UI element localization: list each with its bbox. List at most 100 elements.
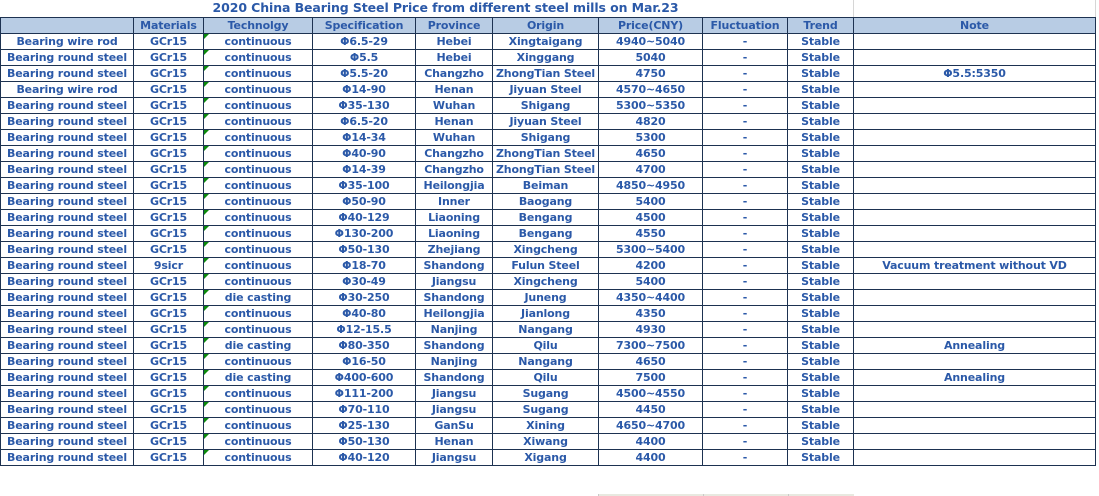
cell-fluctuation[interactable]: - <box>702 417 788 434</box>
cell-row-label[interactable]: Bearing round steel <box>0 65 134 82</box>
cell-technology[interactable]: continuous <box>203 161 313 178</box>
cell-specification[interactable]: Φ5.5-20 <box>312 65 416 82</box>
cell-row-label[interactable]: Bearing round steel <box>0 161 134 178</box>
cell-row-label[interactable]: Bearing round steel <box>0 305 134 322</box>
cell-origin[interactable]: Xining <box>492 417 599 434</box>
cell-price[interactable]: 4570~4650 <box>598 81 703 98</box>
cell-fluctuation[interactable]: - <box>702 177 788 194</box>
cell-row-label[interactable]: Bearing round steel <box>0 257 134 274</box>
cell-note[interactable] <box>853 321 1096 338</box>
cell-origin[interactable]: Xingcheng <box>492 241 599 258</box>
cell-specification[interactable]: Φ130-200 <box>312 225 416 242</box>
cell-technology[interactable]: continuous <box>203 97 313 114</box>
cell-specification[interactable]: Φ30-49 <box>312 273 416 290</box>
cell-note[interactable] <box>853 193 1096 210</box>
cell-technology[interactable]: continuous <box>203 305 313 322</box>
cell-materials[interactable]: GCr15 <box>133 241 204 258</box>
cell-technology[interactable]: continuous <box>203 81 313 98</box>
cell-technology[interactable]: continuous <box>203 145 313 162</box>
cell-row-label[interactable]: Bearing round steel <box>0 369 134 386</box>
cell-price[interactable]: 4400 <box>598 433 703 450</box>
cell-materials[interactable]: GCr15 <box>133 369 204 386</box>
cell-price[interactable]: 4550 <box>598 225 703 242</box>
cell-trend[interactable]: Stable <box>787 81 854 98</box>
cell-origin[interactable]: Baogang <box>492 193 599 210</box>
cell-technology[interactable]: continuous <box>203 257 313 274</box>
cell-materials[interactable]: GCr15 <box>133 177 204 194</box>
cell-fluctuation[interactable]: - <box>702 129 788 146</box>
cell-technology[interactable]: die casting <box>203 369 313 386</box>
cell-price[interactable]: 7300~7500 <box>598 337 703 354</box>
cell-origin[interactable]: Shigang <box>492 97 599 114</box>
cell-technology[interactable]: continuous <box>203 209 313 226</box>
cell-row-label[interactable]: Bearing round steel <box>0 241 134 258</box>
cell-origin[interactable]: Jiyuan Steel <box>492 81 599 98</box>
cell-province[interactable]: Shandong <box>415 369 493 386</box>
cell-fluctuation[interactable]: - <box>702 81 788 98</box>
cell-fluctuation[interactable]: - <box>702 65 788 82</box>
cell-technology[interactable]: continuous <box>203 449 313 466</box>
cell-note[interactable] <box>853 305 1096 322</box>
cell-materials[interactable]: GCr15 <box>133 289 204 306</box>
cell-price[interactable]: 5300~5350 <box>598 97 703 114</box>
cell-fluctuation[interactable]: - <box>702 369 788 386</box>
cell-origin[interactable]: ZhongTian Steel <box>492 161 599 178</box>
cell-note[interactable] <box>853 177 1096 194</box>
cell-price[interactable]: 4930 <box>598 321 703 338</box>
cell-materials[interactable]: GCr15 <box>133 209 204 226</box>
cell-note[interactable] <box>853 145 1096 162</box>
cell-trend[interactable]: Stable <box>787 273 854 290</box>
cell-row-label[interactable]: Bearing round steel <box>0 417 134 434</box>
cell-fluctuation[interactable]: - <box>702 193 788 210</box>
cell-province[interactable]: Nanjing <box>415 353 493 370</box>
cell-province[interactable]: GanSu <box>415 417 493 434</box>
cell-price[interactable]: 4200 <box>598 257 703 274</box>
cell-note[interactable] <box>853 33 1096 50</box>
cell-row-label[interactable]: Bearing round steel <box>0 353 134 370</box>
cell-fluctuation[interactable]: - <box>702 49 788 66</box>
cell-technology[interactable]: die casting <box>203 289 313 306</box>
cell-materials[interactable]: GCr15 <box>133 225 204 242</box>
cell-note[interactable] <box>853 209 1096 226</box>
cell-province[interactable]: Liaoning <box>415 209 493 226</box>
cell-specification[interactable]: Φ6.5-20 <box>312 113 416 130</box>
cell-materials[interactable]: GCr15 <box>133 81 204 98</box>
cell-origin[interactable]: Jianlong <box>492 305 599 322</box>
cell-note[interactable] <box>853 449 1096 466</box>
cell-specification[interactable]: Φ16-50 <box>312 353 416 370</box>
cell-specification[interactable]: Φ12-15.5 <box>312 321 416 338</box>
cell-price[interactable]: 4700 <box>598 161 703 178</box>
cell-note[interactable] <box>853 433 1096 450</box>
cell-specification[interactable]: Φ40-129 <box>312 209 416 226</box>
cell-note[interactable] <box>853 97 1096 114</box>
cell-row-label[interactable]: Bearing round steel <box>0 337 134 354</box>
cell-fluctuation[interactable]: - <box>702 209 788 226</box>
cell-trend[interactable]: Stable <box>787 129 854 146</box>
cell-price[interactable]: 4400 <box>598 449 703 466</box>
cell-specification[interactable]: Φ5.5 <box>312 49 416 66</box>
cell-origin[interactable]: Xiwang <box>492 433 599 450</box>
cell-technology[interactable]: continuous <box>203 273 313 290</box>
cell-note[interactable] <box>853 289 1096 306</box>
cell-trend[interactable]: Stable <box>787 257 854 274</box>
cell-row-label[interactable]: Bearing round steel <box>0 273 134 290</box>
cell-origin[interactable]: Xinggang <box>492 49 599 66</box>
cell-origin[interactable]: Xingcheng <box>492 273 599 290</box>
cell-trend[interactable]: Stable <box>787 33 854 50</box>
cell-materials[interactable]: GCr15 <box>133 97 204 114</box>
cell-materials[interactable]: GCr15 <box>133 129 204 146</box>
cell-note[interactable] <box>853 129 1096 146</box>
cell-origin[interactable]: Xigang <box>492 449 599 466</box>
cell-trend[interactable]: Stable <box>787 209 854 226</box>
cell-trend[interactable]: Stable <box>787 225 854 242</box>
cell-specification[interactable]: Φ111-200 <box>312 385 416 402</box>
cell-fluctuation[interactable]: - <box>702 225 788 242</box>
column-header-price[interactable]: Price(CNY) <box>598 17 703 34</box>
cell-technology[interactable]: continuous <box>203 193 313 210</box>
cell-materials[interactable]: GCr15 <box>133 33 204 50</box>
cell-materials[interactable]: GCr15 <box>133 321 204 338</box>
cell-origin[interactable]: Sugang <box>492 385 599 402</box>
cell-price[interactable]: 5400 <box>598 273 703 290</box>
cell-technology[interactable]: continuous <box>203 129 313 146</box>
cell-price[interactable]: 4500 <box>598 209 703 226</box>
